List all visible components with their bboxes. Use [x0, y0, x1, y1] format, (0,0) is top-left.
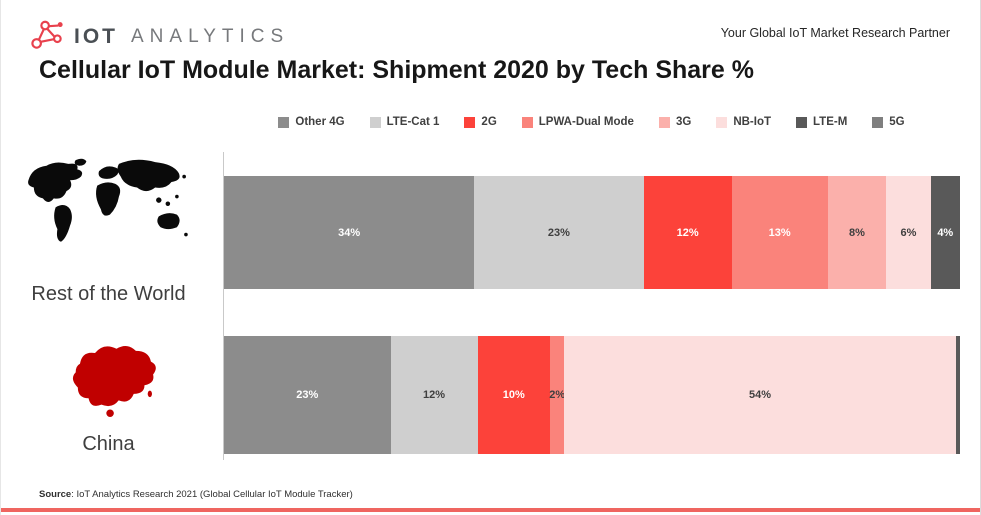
- bar-segment-rest-of-the-world-other-4g: 34%: [224, 176, 475, 289]
- legend-item-nb-iot: NB-IoT: [716, 116, 771, 128]
- segment-value-label: 54%: [749, 389, 772, 401]
- header: IOT ANALYTICS Your Global IoT Market Res…: [1, 0, 980, 54]
- legend-swatch-lte-m: [796, 116, 807, 128]
- stacked-bar-chart: Rest of the World China 34% 23% 12% 13% 8% 6%…: [1, 148, 980, 464]
- legend-item-5g: 5G: [872, 116, 905, 128]
- chart-title: Cellular IoT Module Market: Shipment 202…: [39, 56, 754, 84]
- bar-segment-rest-of-the-world-2g: 12%: [643, 176, 732, 289]
- legend-swatch-nb-iot: [716, 116, 728, 128]
- legend: Other 4G LTE-Cat 1 2G LPWA-Dual Mode 3G NB-Io…: [223, 116, 960, 128]
- category-rest-of-the-world: Rest of the World: [1, 148, 216, 306]
- segment-value-label: 12%: [423, 389, 446, 401]
- legend-item-lte-m: LTE-M: [796, 116, 847, 128]
- bar-segment-rest-of-the-world-nb-iot: 6%: [886, 176, 931, 289]
- source-note: Source: IoT Analytics Research 2021 (Glo…: [39, 489, 353, 500]
- legend-label: LTE-M: [813, 116, 848, 128]
- bar-segment-china-2g: 10%: [477, 336, 550, 454]
- network-nodes-icon: [29, 18, 65, 55]
- bar-segment-china-lte-cat-1: 12%: [390, 336, 478, 454]
- legend-item-other-4g: Other 4G: [278, 116, 345, 128]
- legend-item-3g: 3G: [658, 116, 692, 128]
- category-label: Rest of the World: [31, 283, 186, 305]
- legend-label: 5G: [889, 116, 905, 128]
- legend-swatch-other-4g: [278, 116, 290, 128]
- bar-segment-china-lte-m: [955, 336, 960, 454]
- legend-swatch-lpwa-dual-mode: [521, 116, 533, 128]
- bar-segment-china-lpwa-dual-mode: 2%: [549, 336, 566, 454]
- legend-swatch-3g: [658, 116, 670, 128]
- bar-segment-rest-of-the-world-lte-cat-1: 23%: [474, 176, 644, 289]
- segment-value-label: 23%: [547, 226, 570, 239]
- legend-label: Other 4G: [295, 116, 345, 128]
- world-map-icon: [23, 158, 195, 278]
- legend-label: 2G: [481, 116, 497, 128]
- source-label: Source: [39, 489, 72, 500]
- legend-label: LPWA-Dual Mode: [538, 116, 634, 128]
- bar-segment-rest-of-the-world-3g: 8%: [827, 176, 887, 289]
- bar-segment-rest-of-the-world-lte-m: 4%: [930, 176, 960, 289]
- legend-item-2g: 2G: [464, 116, 497, 128]
- bar-rest-of-the-world: 34% 23% 12% 13% 8% 6% 4%: [224, 176, 960, 289]
- segment-value-label: 23%: [296, 389, 319, 401]
- legend-item-lpwa-dual-mode: LPWA-Dual Mode: [521, 116, 634, 128]
- bar-china: 23% 12% 10% 2% 54%: [224, 336, 960, 454]
- segment-value-label: 12%: [676, 226, 699, 239]
- bar-segment-china-nb-iot: 54%: [564, 336, 956, 454]
- source-text: : IoT Analytics Research 2021 (Global Ce…: [71, 489, 353, 500]
- legend-label: LTE-Cat 1: [386, 116, 440, 128]
- segment-value-label: 8%: [849, 226, 865, 239]
- legend-item-lte-cat-1: LTE-Cat 1: [369, 116, 440, 128]
- bar-segment-rest-of-the-world-lpwa-dual-mode: 13%: [731, 176, 828, 289]
- logo-text-analytics: ANALYTICS: [131, 25, 290, 47]
- tagline: Your Global IoT Market Research Partner: [720, 26, 950, 40]
- category-label: China: [82, 433, 135, 455]
- legend-label: NB-IoT: [733, 116, 771, 128]
- footer-accent-rule: [1, 508, 980, 512]
- legend-swatch-lte-cat-1: [369, 116, 381, 128]
- segment-value-label: 6%: [900, 226, 917, 239]
- segment-value-label: 13%: [768, 226, 791, 239]
- legend-swatch-2g: [464, 116, 476, 128]
- china-map-icon: [46, 345, 172, 428]
- bar-segment-china-other-4g: 23%: [224, 336, 391, 454]
- segment-value-label: 4%: [937, 226, 954, 239]
- segment-value-label: 2%: [549, 389, 566, 401]
- logo-text-iot: IOT: [74, 24, 118, 48]
- y-axis-line: [223, 152, 224, 460]
- segment-value-label: 34%: [338, 226, 361, 239]
- legend-swatch-5g: [872, 116, 884, 128]
- iot-analytics-logo: IOT ANALYTICS: [29, 18, 289, 55]
- segment-value-label: 10%: [502, 389, 525, 401]
- category-china: China: [1, 338, 216, 456]
- legend-label: 3G: [675, 116, 692, 128]
